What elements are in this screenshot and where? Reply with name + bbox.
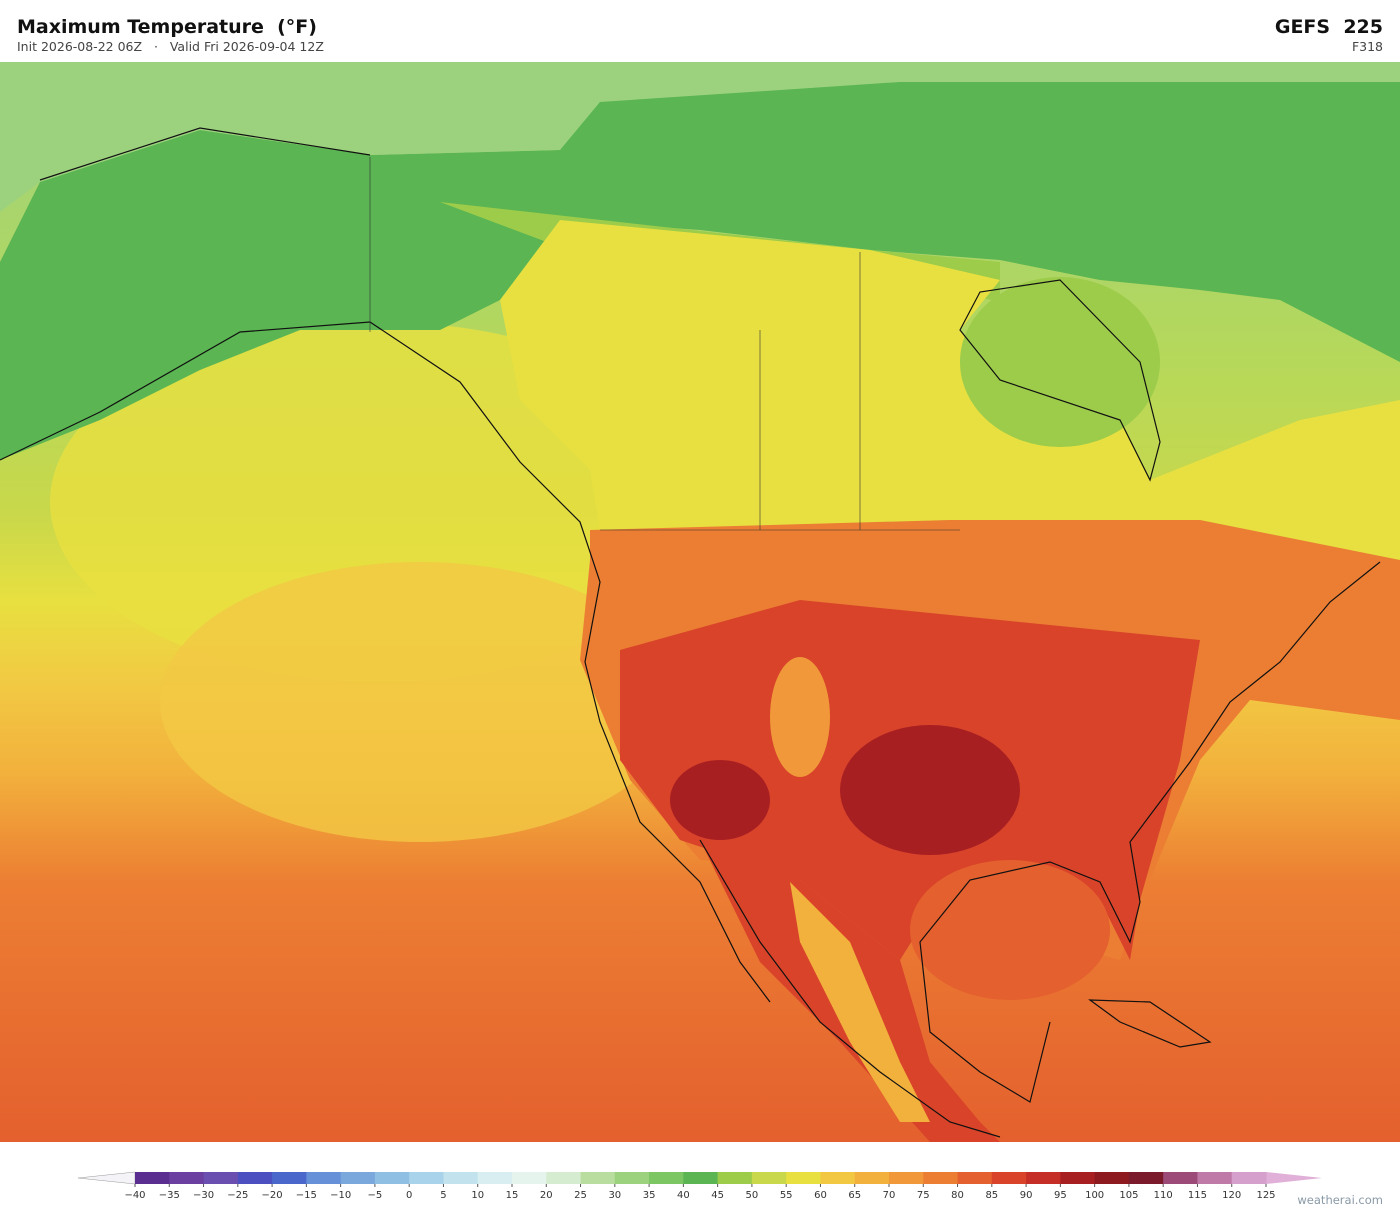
- colorbar-bin: [203, 1172, 239, 1184]
- colorbar-tick-label: 120: [1222, 1190, 1241, 1200]
- colorbar-bin: [135, 1172, 170, 1184]
- colorbar-tick-label: −20: [262, 1190, 283, 1200]
- colorbar-bin: [854, 1172, 890, 1184]
- colorbar-tick-label: 70: [883, 1190, 896, 1200]
- colorbar-tick-label: 0: [406, 1190, 412, 1200]
- colorbar-bin: [923, 1172, 959, 1184]
- mexico-highlands: [790, 882, 930, 1122]
- colorbar-tick-label: 60: [814, 1190, 827, 1200]
- colorbar-bin: [1197, 1172, 1233, 1184]
- colorbar-bin: [1231, 1172, 1267, 1184]
- hudson-bay: [960, 277, 1160, 447]
- colorbar-bin: [683, 1172, 719, 1184]
- colorbar-bin: [786, 1172, 821, 1184]
- colorbar-tick-label: 125: [1256, 1190, 1275, 1200]
- colorbar-tick-label: 35: [643, 1190, 656, 1200]
- gulf: [910, 860, 1110, 1000]
- colorbar-bin: [1060, 1172, 1096, 1184]
- field: [160, 562, 680, 842]
- colorbar-bin: [272, 1172, 307, 1184]
- colorbar-bin: [1026, 1172, 1061, 1184]
- coastline: [0, 127, 1381, 1138]
- colorbar-bin: [512, 1172, 547, 1184]
- land-cold: [0, 70, 1400, 460]
- colorbar-bin: [614, 1172, 650, 1184]
- colorbar-bin: [580, 1172, 616, 1184]
- colorbar-bin: [169, 1172, 205, 1184]
- colorbar: −40 −35 −30 −25 −20 −15 −10 −5 0 5 10 15 20 25 30 35 40 4…: [77, 1171, 1322, 1200]
- colorbar-bin: [1128, 1172, 1164, 1184]
- colorbar-bin: [991, 1172, 1027, 1184]
- colorbar-tick-label: 55: [780, 1190, 793, 1200]
- colorbar-tick-label: −35: [159, 1190, 180, 1200]
- colorbar-tick-label: 30: [608, 1190, 621, 1200]
- colorbar-bin: [820, 1172, 856, 1184]
- map-subtitle: Init 2026-08-22 06Z · Valid Fri 2026-09-…: [17, 39, 324, 54]
- temperature-map: [0, 62, 1400, 1142]
- colorbar-tick-label: −5: [368, 1190, 383, 1200]
- colorbar-tick-label: 95: [1054, 1190, 1067, 1200]
- colorbar-bin: [751, 1172, 787, 1184]
- field: [0, 62, 1400, 212]
- colorbar-tick-label: 110: [1154, 1190, 1173, 1200]
- colorbar-bin: [889, 1172, 924, 1184]
- colorbar-tick-label: −10: [330, 1190, 351, 1200]
- colorbar-bin: [477, 1172, 513, 1184]
- colorbar-tick-label: −15: [296, 1190, 317, 1200]
- colorbar-tick-label: 10: [471, 1190, 484, 1200]
- colorbar-tick-label: 40: [677, 1190, 690, 1200]
- hot-core: [840, 725, 1020, 855]
- colorbar-bin: [649, 1172, 684, 1184]
- colorbar-bin: [237, 1172, 273, 1184]
- borders: [369, 157, 960, 531]
- colorbar-tick-label: 5: [440, 1190, 446, 1200]
- colorbar-tick-label: 105: [1119, 1190, 1138, 1200]
- colorbar-bin: [374, 1172, 410, 1184]
- colorbar-tick-label: −30: [193, 1190, 214, 1200]
- rockies: [770, 657, 830, 777]
- colorbar-bin: [443, 1172, 479, 1184]
- colorbar-over: [1266, 1172, 1322, 1184]
- colorbar-tick-label: 80: [951, 1190, 964, 1200]
- colorbar-bin: [1163, 1172, 1198, 1184]
- colorbar-tick-label: 20: [540, 1190, 553, 1200]
- colorbar-bin: [409, 1172, 444, 1184]
- forecast-hour: F318: [1351, 39, 1383, 54]
- colorbar-under: [77, 1171, 136, 1185]
- colorbar-tick-label: 50: [746, 1190, 759, 1200]
- colorbar-tick-label: 25: [574, 1190, 587, 1200]
- colorbar-bin: [306, 1172, 342, 1184]
- colorbar-tick-label: 115: [1188, 1190, 1207, 1200]
- map-title: Maximum Temperature (°F): [17, 16, 317, 38]
- colorbar-tick-label: 45: [711, 1190, 724, 1200]
- colorbar-tick-label: 85: [985, 1190, 998, 1200]
- colorbar-tick-label: 75: [917, 1190, 930, 1200]
- colorbar-tick-label: 65: [848, 1190, 861, 1200]
- colorbar-bin: [957, 1172, 993, 1184]
- colorbar-tick-label: 15: [506, 1190, 519, 1200]
- colorbar-bin: [1094, 1172, 1130, 1184]
- colorbar-bin: [546, 1172, 582, 1184]
- land-mild: [500, 220, 1400, 560]
- hot-core: [670, 760, 770, 840]
- colorbar-tick-label: 90: [1020, 1190, 1033, 1200]
- colorbar-tick-label: 100: [1085, 1190, 1104, 1200]
- colorbar-bin: [340, 1172, 376, 1184]
- colorbar-tick-label: −25: [227, 1190, 248, 1200]
- colorbar-tick-label: −40: [124, 1190, 145, 1200]
- model-label: GEFS 225: [1274, 16, 1383, 38]
- watermark: weatherai.com: [1297, 1193, 1383, 1207]
- colorbar-bin: [717, 1172, 753, 1184]
